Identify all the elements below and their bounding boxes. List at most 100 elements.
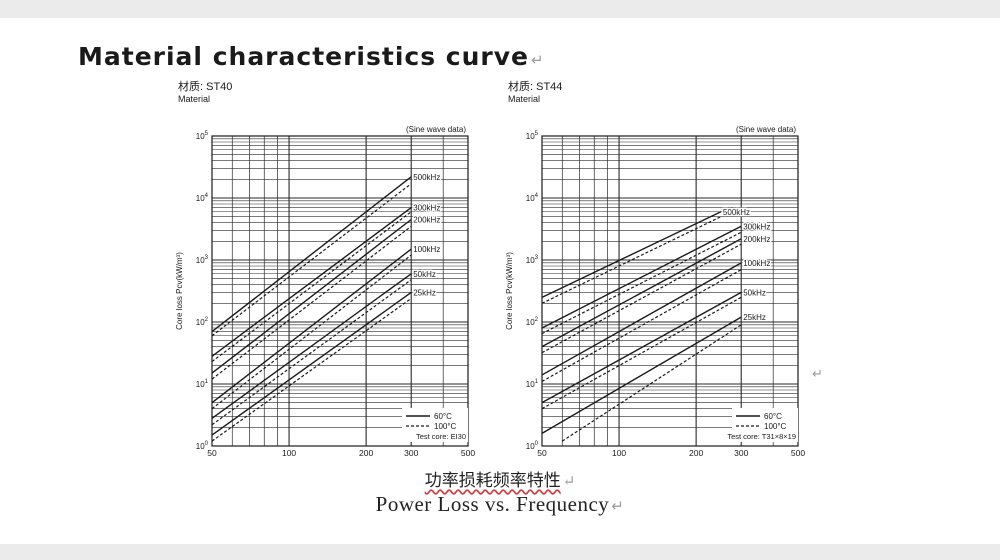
x-axis-label: Flux density B(mT): [634, 459, 705, 460]
legend-solid-label: 60°C: [764, 412, 782, 421]
series-500kHz: 500kHz: [211, 172, 442, 337]
series-500kHz: 500kHz: [541, 207, 751, 304]
test-core-label: Test core: EI30: [416, 432, 466, 441]
series-label: 100kHz: [413, 245, 440, 254]
chart-st40: 材质: ST40 Material (Sine wave data) 50 100 200…: [170, 80, 480, 460]
series-200kHz: 200kHz: [541, 234, 772, 354]
data-note: (Sine wave data): [736, 125, 796, 134]
document-page: Material characteristics curve ↵ 材质: ST40…: [0, 18, 1000, 544]
chart-st44: 材质: ST44 Material (Sine wave data) 50 100 200…: [500, 80, 810, 460]
series-line-100c: [541, 216, 722, 304]
series-line-60c: [541, 291, 742, 404]
y-axis-label: Core loss Pcv(kW/m³): [175, 252, 184, 330]
x-axis-label: Flux density B(mT): [304, 459, 375, 460]
test-core-label: Test core: T31×8×19: [727, 432, 796, 441]
return-mark-icon: ↵: [531, 51, 545, 69]
plot-frame: [541, 135, 799, 447]
y-tick-label: 101: [196, 379, 209, 389]
series-label: 50kHz: [413, 270, 436, 279]
legend-solid-label: 60°C: [434, 412, 452, 421]
series-line-60c: [211, 248, 412, 404]
y-tick-label: 103: [196, 255, 209, 265]
series-label: 200kHz: [743, 235, 770, 244]
series-label: 500kHz: [723, 208, 750, 217]
legend-background: [402, 408, 468, 442]
x-tick-label: 50: [537, 448, 547, 458]
legend-background: [732, 408, 798, 442]
x-tick-label: 200: [689, 448, 703, 458]
series-line-100c: [541, 269, 742, 382]
x-tick-label: 500: [461, 448, 475, 458]
series-100kHz: 100kHz: [211, 244, 442, 410]
series-line-60c: [211, 207, 412, 357]
series-label: 100kHz: [743, 259, 770, 268]
series-300kHz: 300kHz: [211, 202, 442, 363]
series-line-100c: [561, 324, 742, 442]
y-tick-label: 100: [196, 441, 209, 451]
x-tick-label: 500: [791, 448, 805, 458]
y-tick-label: 100: [526, 441, 539, 451]
x-tick-label: 50: [207, 448, 217, 458]
series-line-60c: [541, 238, 742, 348]
return-mark-icon: ↵: [611, 499, 625, 515]
data-note: (Sine wave data): [406, 125, 466, 134]
x-tick-label: 300: [404, 448, 418, 458]
series-line-60c: [211, 176, 412, 333]
series-line-100c: [211, 211, 412, 363]
series-line-60c: [211, 273, 412, 419]
series-100kHz: 100kHz: [541, 258, 772, 382]
series-50kHz: 50kHz: [541, 287, 767, 410]
return-mark-icon: ↵: [562, 472, 576, 490]
series-line-100c: [211, 279, 412, 426]
y-tick-label: 102: [526, 317, 539, 327]
series-line-100c: [541, 243, 742, 354]
series-200kHz: 200kHz: [211, 214, 442, 380]
material-label: 材质: ST40: [178, 80, 232, 93]
series-line-60c: [541, 316, 742, 434]
page-title: Material characteristics curve ↵: [78, 42, 545, 71]
x-tick-label: 100: [282, 448, 296, 458]
series-25kHz: 25kHz: [211, 287, 437, 442]
caption-english: Power Loss vs. Frequency ↵: [375, 492, 625, 516]
y-tick-label: 103: [526, 255, 539, 265]
y-axis-label: Core loss Pcv(kW/m³): [505, 252, 514, 330]
legend-dashed-label: 100°C: [434, 422, 457, 431]
series-line-100c: [211, 297, 412, 442]
plot-frame: [211, 135, 469, 447]
x-tick-label: 100: [612, 448, 626, 458]
y-tick-label: 101: [526, 379, 539, 389]
y-tick-label: 104: [196, 193, 209, 203]
series-300kHz: 300kHz: [541, 221, 772, 335]
series-line-60c: [541, 262, 742, 376]
series-line-100c: [541, 296, 742, 410]
series-line-60c: [541, 225, 742, 329]
series-label: 25kHz: [743, 313, 766, 322]
series-line-100c: [541, 231, 742, 335]
material-label-en: Material: [178, 94, 210, 104]
series-line-60c: [211, 218, 412, 374]
grid-lines: [211, 136, 469, 447]
series-label: 300kHz: [413, 204, 440, 213]
series-line-100c: [211, 183, 412, 337]
series-line-100c: [211, 254, 412, 410]
x-tick-label: 200: [359, 448, 373, 458]
return-mark-icon: ↵: [812, 366, 823, 381]
y-tick-label: 105: [526, 131, 539, 141]
y-tick-label: 102: [196, 317, 209, 327]
series-label: 300kHz: [743, 222, 770, 231]
material-label: 材质: ST44: [508, 80, 562, 93]
series-line-60c: [211, 291, 412, 436]
legend-dashed-label: 100°C: [764, 422, 787, 431]
series-25kHz: 25kHz: [541, 312, 767, 442]
y-tick-label: 105: [196, 131, 209, 141]
series-50kHz: 50kHz: [211, 269, 437, 426]
x-tick-label: 300: [734, 448, 748, 458]
caption-chinese: 功率损耗频率特性 ↵: [424, 471, 576, 491]
series-line-60c: [541, 211, 722, 298]
series-label: 25kHz: [413, 288, 436, 297]
series-label: 200kHz: [413, 216, 440, 225]
